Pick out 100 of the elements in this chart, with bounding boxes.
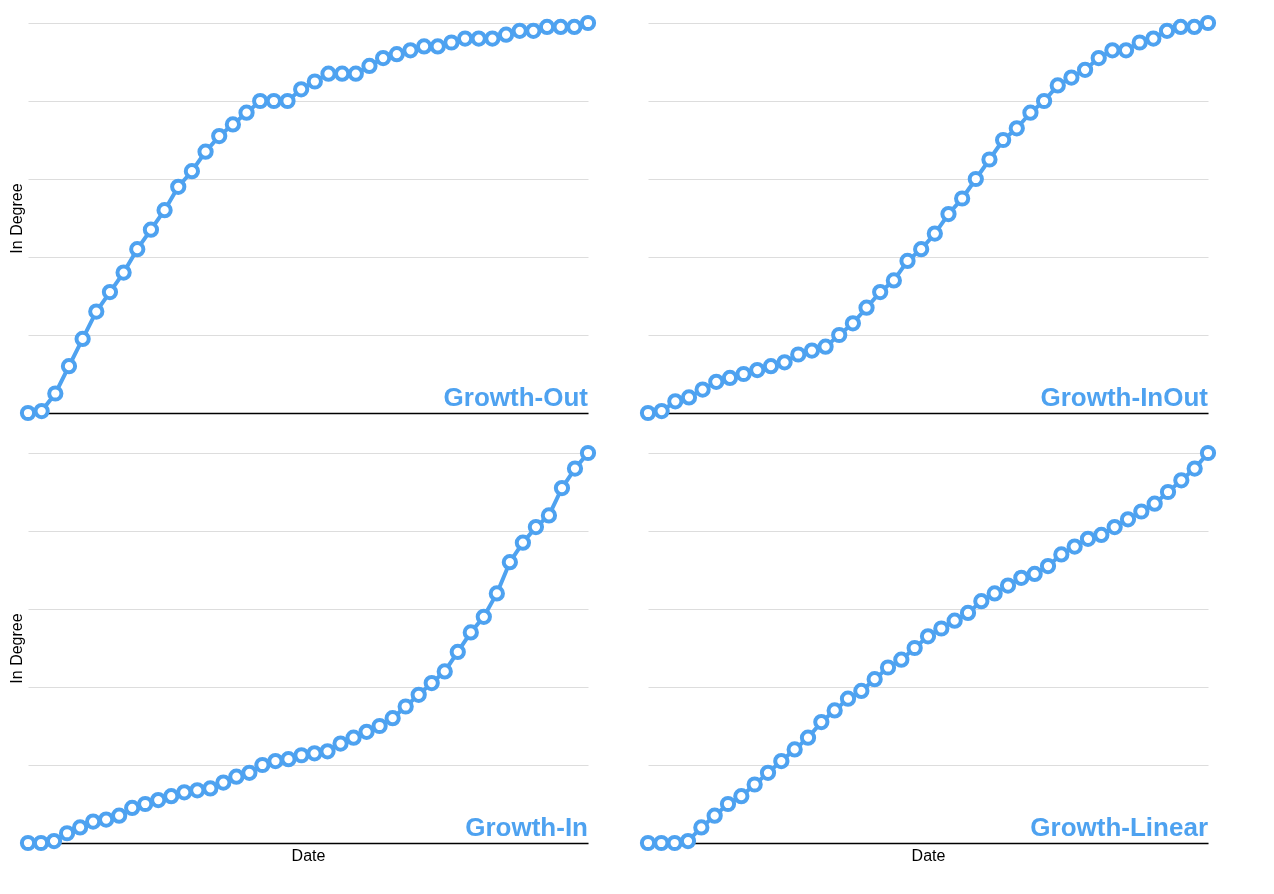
point xyxy=(488,585,505,602)
point xyxy=(776,354,793,371)
x-axis-title: Date xyxy=(911,846,946,864)
point xyxy=(540,507,558,524)
point xyxy=(579,14,597,32)
x-axis-title: Date xyxy=(291,846,326,864)
point xyxy=(410,686,427,703)
point xyxy=(279,92,296,110)
point xyxy=(879,659,897,676)
point xyxy=(1035,92,1053,110)
point xyxy=(429,38,446,55)
point xyxy=(653,402,670,420)
point xyxy=(254,756,271,774)
point xyxy=(45,832,63,850)
point xyxy=(332,735,349,752)
point xyxy=(347,65,364,82)
point xyxy=(1093,526,1110,544)
point xyxy=(224,116,241,133)
point xyxy=(1039,557,1057,575)
point xyxy=(803,342,821,359)
point xyxy=(1008,120,1025,137)
point xyxy=(954,190,971,207)
point xyxy=(163,788,180,805)
point xyxy=(981,151,998,168)
point xyxy=(319,743,336,760)
point xyxy=(345,729,362,746)
point xyxy=(1199,14,1217,32)
point xyxy=(639,404,657,422)
point xyxy=(933,620,950,637)
point xyxy=(384,710,401,727)
point xyxy=(111,807,128,824)
point xyxy=(189,782,206,799)
point xyxy=(527,518,545,536)
point xyxy=(719,795,737,813)
point xyxy=(999,577,1017,594)
point xyxy=(817,338,834,355)
point xyxy=(241,764,258,781)
point xyxy=(156,202,173,219)
point xyxy=(71,819,89,836)
point xyxy=(202,780,219,797)
point xyxy=(1106,518,1123,536)
point xyxy=(1049,77,1066,94)
point xyxy=(926,225,943,242)
point xyxy=(415,38,433,55)
point xyxy=(1186,460,1203,477)
point xyxy=(746,776,763,793)
point xyxy=(252,92,269,110)
point xyxy=(1119,511,1137,528)
point xyxy=(267,752,284,770)
point xyxy=(946,612,963,629)
point xyxy=(47,385,64,402)
point xyxy=(525,22,542,39)
point xyxy=(844,315,861,332)
point xyxy=(129,241,146,258)
point xyxy=(906,639,923,657)
point xyxy=(579,444,597,462)
point xyxy=(88,303,105,320)
point xyxy=(238,104,255,121)
text: Growth-Linear xyxy=(1030,812,1208,842)
text: Growth-InOut xyxy=(1040,382,1209,412)
point xyxy=(293,747,310,764)
point xyxy=(553,479,571,497)
point xyxy=(735,365,752,383)
point xyxy=(653,834,670,852)
point xyxy=(388,46,405,63)
point xyxy=(215,774,232,791)
point xyxy=(462,624,479,641)
point xyxy=(872,283,889,301)
point xyxy=(919,628,937,645)
point xyxy=(721,369,739,387)
point xyxy=(1199,444,1217,462)
point xyxy=(115,264,132,281)
point xyxy=(197,143,214,160)
point xyxy=(306,745,323,762)
point xyxy=(1173,472,1190,489)
point xyxy=(423,674,440,692)
point xyxy=(402,42,419,59)
point xyxy=(33,402,50,420)
point xyxy=(986,585,1003,602)
point xyxy=(853,682,870,700)
point xyxy=(693,819,710,836)
point xyxy=(733,788,750,805)
point xyxy=(265,92,282,110)
point xyxy=(142,221,160,238)
point xyxy=(839,690,857,707)
point xyxy=(170,178,187,195)
point xyxy=(1022,104,1039,121)
point xyxy=(790,346,807,363)
point xyxy=(436,663,453,680)
point xyxy=(893,651,910,668)
point xyxy=(799,729,817,746)
point xyxy=(759,764,777,781)
point xyxy=(150,791,167,809)
point xyxy=(361,57,378,75)
point xyxy=(371,717,388,735)
point xyxy=(885,272,902,289)
point xyxy=(1090,49,1107,67)
point xyxy=(813,713,830,731)
point xyxy=(475,608,492,625)
point xyxy=(334,65,351,82)
